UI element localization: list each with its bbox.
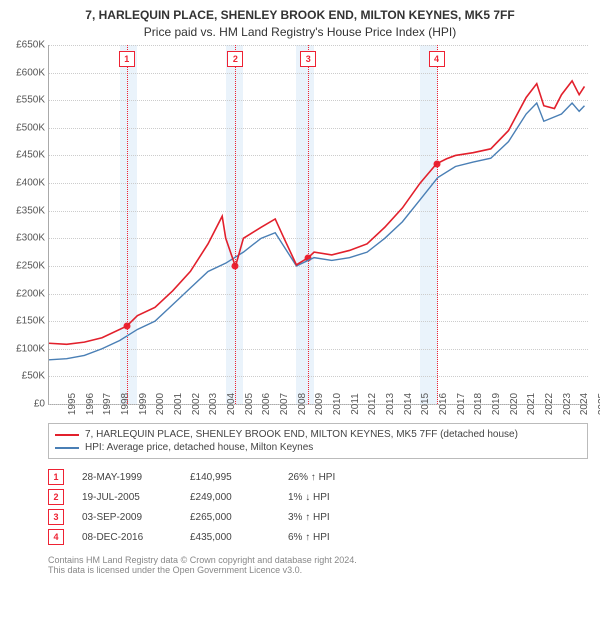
- transaction-price: £249,000: [190, 492, 270, 503]
- transaction-date: 03-SEP-2009: [82, 512, 172, 523]
- page-title: 7, HARLEQUIN PLACE, SHENLEY BROOK END, M…: [0, 0, 600, 22]
- y-axis-label: £550K: [16, 95, 49, 106]
- legend-swatch: [55, 447, 79, 449]
- copyright-line: Contains HM Land Registry data © Crown c…: [48, 555, 588, 565]
- y-axis-label: £400K: [16, 178, 49, 189]
- legend-label: 7, HARLEQUIN PLACE, SHENLEY BROOK END, M…: [85, 429, 518, 440]
- price-chart: £0£50K£100K£150K£200K£250K£300K£350K£400…: [48, 45, 588, 405]
- y-axis-label: £200K: [16, 288, 49, 299]
- transaction-badge: 4: [48, 529, 64, 545]
- y-axis-label: £500K: [16, 122, 49, 133]
- y-axis-label: £50K: [22, 371, 49, 382]
- transaction-delta: 3% ↑ HPI: [288, 512, 368, 523]
- y-axis-label: £150K: [16, 316, 49, 327]
- y-axis-label: £0: [34, 399, 49, 410]
- transaction-badge: 1: [48, 469, 64, 485]
- transaction-price: £265,000: [190, 512, 270, 523]
- transaction-price: £435,000: [190, 532, 270, 543]
- transaction-row: 4 08-DEC-2016 £435,000 6% ↑ HPI: [48, 527, 588, 547]
- legend: 7, HARLEQUIN PLACE, SHENLEY BROOK END, M…: [48, 423, 588, 459]
- legend-label: HPI: Average price, detached house, Milt…: [85, 442, 313, 453]
- legend-row: 7, HARLEQUIN PLACE, SHENLEY BROOK END, M…: [55, 428, 581, 441]
- transaction-delta: 6% ↑ HPI: [288, 532, 368, 543]
- transaction-delta: 26% ↑ HPI: [288, 472, 368, 483]
- y-axis-label: £100K: [16, 343, 49, 354]
- footer: Contains HM Land Registry data © Crown c…: [48, 555, 588, 581]
- page-subtitle: Price paid vs. HM Land Registry's House …: [0, 22, 600, 45]
- y-axis-label: £600K: [16, 67, 49, 78]
- y-axis-label: £450K: [16, 150, 49, 161]
- transaction-table: 1 28-MAY-1999 £140,995 26% ↑ HPI 2 19-JUL-200…: [48, 467, 588, 547]
- transaction-date: 08-DEC-2016: [82, 532, 172, 543]
- y-axis-label: £300K: [16, 233, 49, 244]
- legend-row: HPI: Average price, detached house, Milt…: [55, 441, 581, 454]
- y-axis-label: £250K: [16, 260, 49, 271]
- transaction-row: 3 03-SEP-2009 £265,000 3% ↑ HPI: [48, 507, 588, 527]
- transaction-date: 28-MAY-1999: [82, 472, 172, 483]
- y-axis-label: £650K: [16, 40, 49, 51]
- transaction-date: 19-JUL-2005: [82, 492, 172, 503]
- legend-swatch: [55, 434, 79, 436]
- license-line: This data is licensed under the Open Gov…: [48, 565, 588, 575]
- transaction-badge: 3: [48, 509, 64, 525]
- transaction-badge: 2: [48, 489, 64, 505]
- transaction-row: 2 19-JUL-2005 £249,000 1% ↓ HPI: [48, 487, 588, 507]
- transaction-row: 1 28-MAY-1999 £140,995 26% ↑ HPI: [48, 467, 588, 487]
- y-axis-label: £350K: [16, 205, 49, 216]
- transaction-price: £140,995: [190, 472, 270, 483]
- transaction-delta: 1% ↓ HPI: [288, 492, 368, 503]
- series-property: [49, 45, 588, 404]
